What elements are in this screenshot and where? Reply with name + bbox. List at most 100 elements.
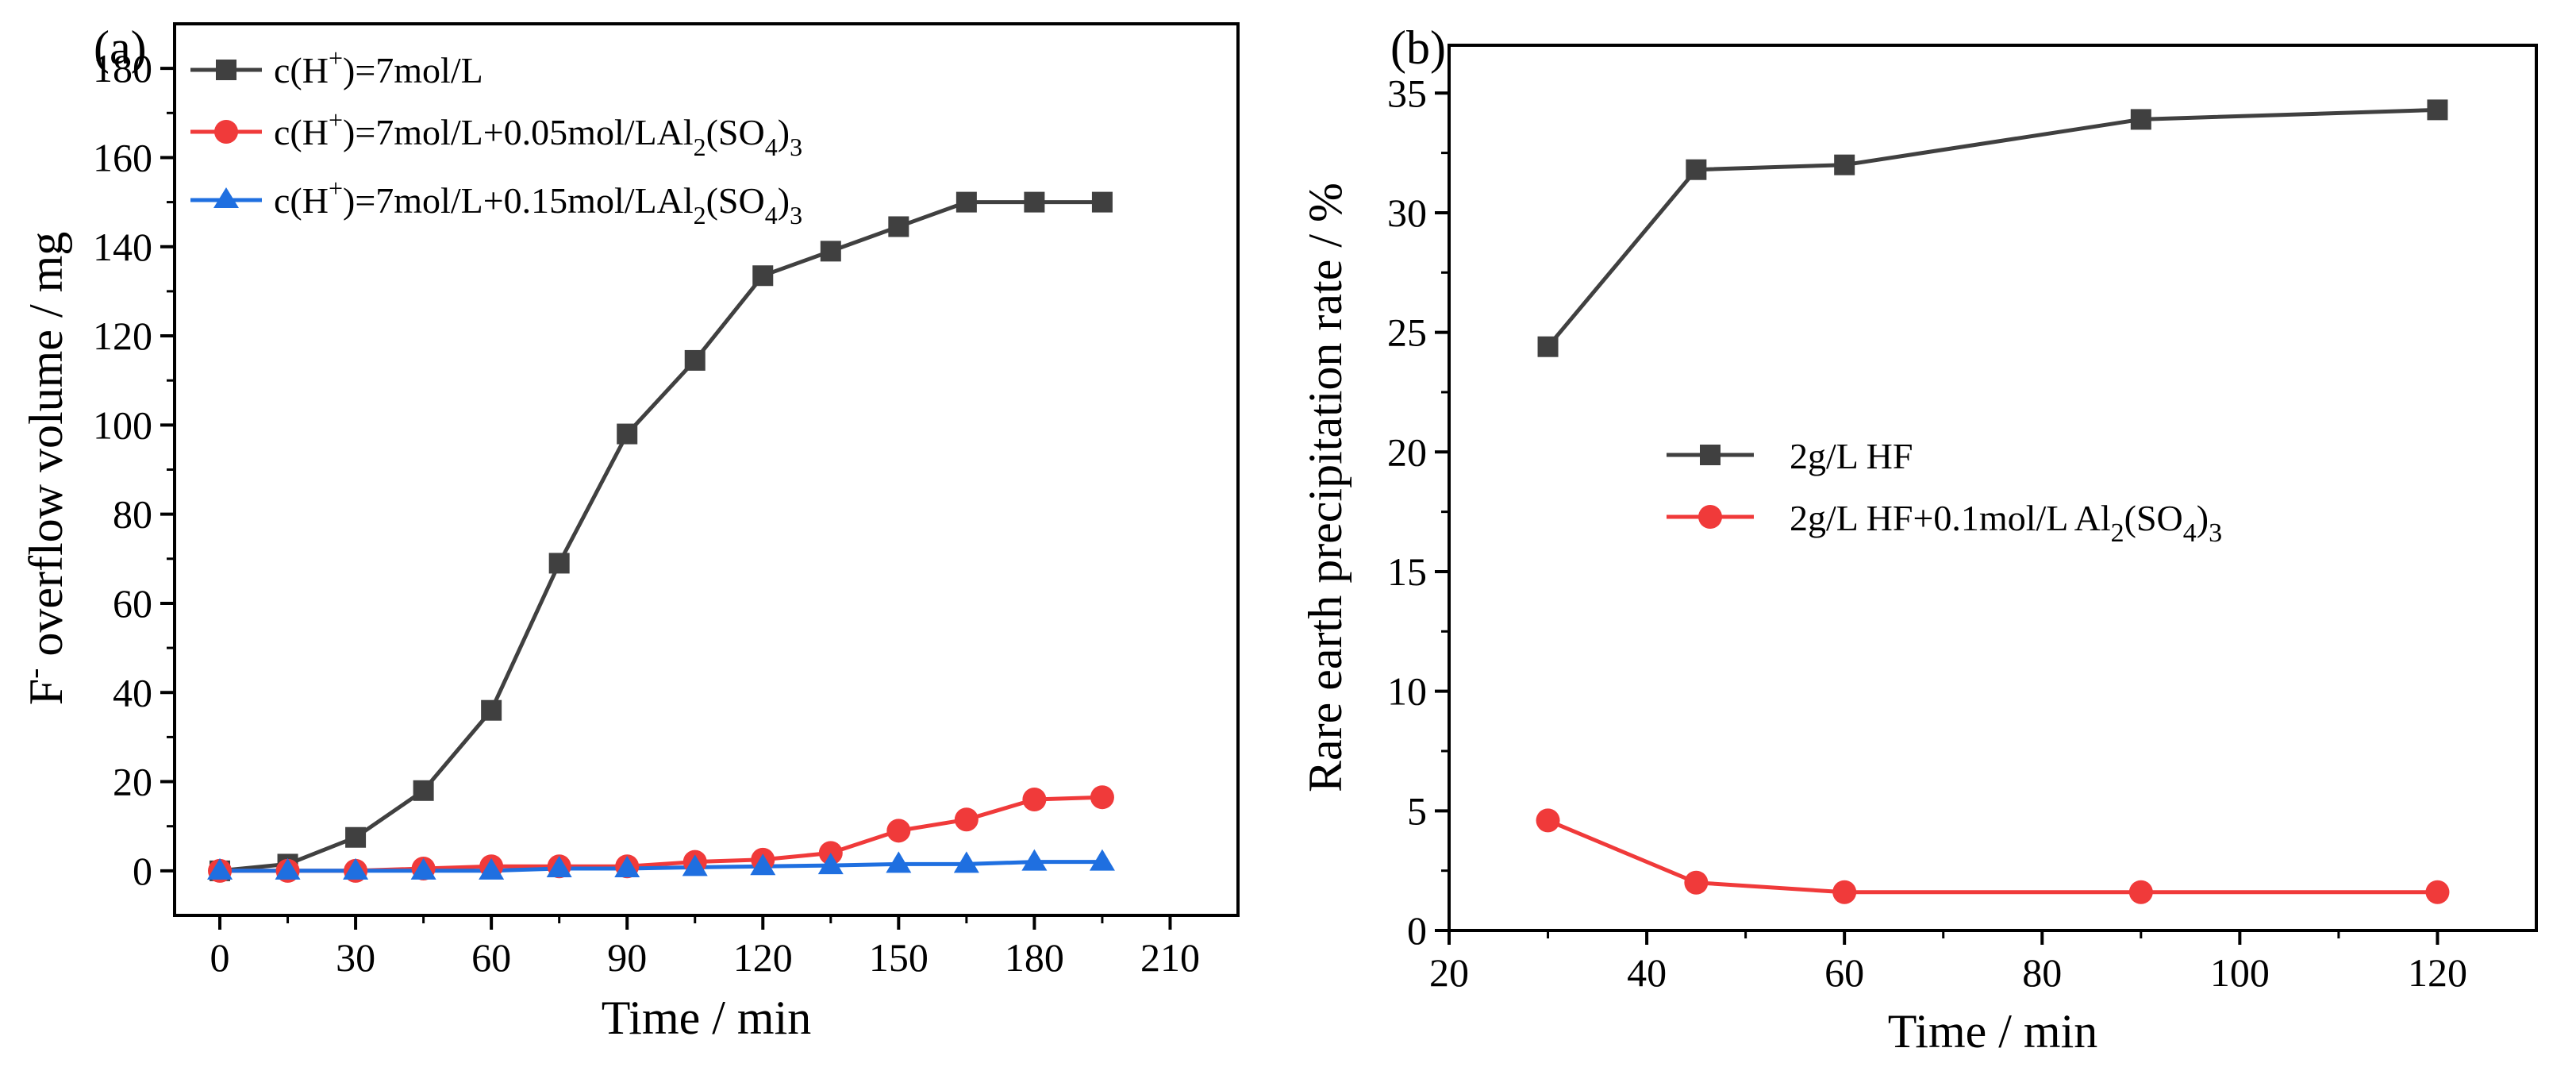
- y-tick-label-a: 40: [113, 670, 152, 715]
- plot-frame-a: [173, 22, 1240, 917]
- x-tick-label-a: 210: [1140, 935, 1200, 980]
- legend-item-a-0: c(H+)=7mol/L: [190, 44, 483, 91]
- data-point-b-0-2: [1834, 154, 1855, 175]
- legend-item-a-1: c(H+)=7mol/L+0.05mol/LAl2(SO4)3: [190, 106, 802, 161]
- y-tick-label-a: 100: [93, 403, 152, 447]
- data-point-a-0-7: [684, 349, 706, 371]
- data-point-a-1-11: [954, 807, 978, 832]
- legend-label-b-0: 2g/L HF: [1790, 436, 1913, 476]
- series-a: [207, 191, 1115, 883]
- data-point-a-2-12: [1021, 849, 1048, 871]
- y-axis-label-a: F- overflow volume / mg: [16, 232, 72, 706]
- data-point-a-0-3: [413, 780, 434, 801]
- y-tick-label-a: 120: [93, 314, 152, 358]
- y-tick-label-a: 60: [113, 581, 152, 626]
- legend-label-a-2: c(H+)=7mol/L+0.15mol/LAl2(SO4)3: [274, 174, 802, 229]
- y-tick-label-b: 5: [1407, 788, 1427, 833]
- data-point-a-2-7: [682, 854, 708, 876]
- series-line-b-0: [1546, 107, 2438, 349]
- panel-label-b: (b): [1390, 21, 1446, 74]
- y-tick-label-b: 20: [1387, 430, 1427, 474]
- data-point-b-1-0: [1536, 808, 1560, 833]
- data-point-a-2-6: [614, 856, 640, 878]
- x-axis-label-a: Time / min: [602, 992, 812, 1044]
- y-axis-label-b: Rare earth precipitation rate / %: [1299, 183, 1351, 792]
- data-point-a-2-1: [275, 857, 301, 880]
- data-point-a-0-12: [1024, 191, 1045, 213]
- series-line-a-0: [219, 200, 1102, 873]
- chart-b: (b) 20 40 60 80 100 120 0 5 10 15 20 25 30 35 2g/L HF…: [1299, 21, 2538, 1058]
- ticks-b: 20 40 60 80 100 120 0 5 10 15 20 25 30 35: [1387, 71, 2467, 995]
- data-point-b-0-0: [1537, 336, 1559, 357]
- plot-frame-b: [1448, 44, 2538, 932]
- legend-item-b-1: 2g/L HF+0.1mol/L Al2(SO4)3: [1667, 498, 2222, 548]
- legend-marker-a-0: [216, 60, 236, 80]
- data-point-a-1-12: [1022, 788, 1047, 812]
- x-tick-label-b: 80: [2022, 950, 2062, 995]
- legend-item-a-2: c(H+)=7mol/L+0.15mol/LAl2(SO4)3: [190, 174, 802, 229]
- x-tick-label-a: 150: [869, 935, 929, 980]
- y-tick-label-b: 30: [1387, 191, 1427, 235]
- data-point-a-1-13: [1090, 785, 1114, 810]
- legend-label-b-1: 2g/L HF+0.1mol/L Al2(SO4)3: [1790, 498, 2222, 548]
- legend-b: 2g/L HF 2g/L HF+0.1mol/L Al2(SO4)3: [1667, 436, 2222, 548]
- legend-a: c(H+)=7mol/L c(H+)=7mol/L+0.05mol/LAl2(S…: [190, 44, 802, 229]
- data-point-a-2-11: [953, 851, 979, 873]
- data-point-a-2-0: [207, 857, 233, 880]
- y-tick-label-a: 160: [93, 135, 152, 179]
- y-tick-label-b: 35: [1387, 71, 1427, 115]
- x-tick-label-a: 0: [210, 935, 230, 980]
- legend-label-a-1: c(H+)=7mol/L+0.05mol/LAl2(SO4)3: [274, 106, 802, 161]
- x-tick-label-b: 40: [1627, 950, 1667, 995]
- x-tick-label-a: 120: [733, 935, 793, 980]
- data-point-a-2-2: [343, 857, 369, 880]
- data-point-b-0-3: [2130, 109, 2151, 130]
- data-point-b-0-4: [2427, 99, 2448, 121]
- x-tick-label-b: 100: [2210, 950, 2270, 995]
- data-point-a-0-5: [548, 553, 570, 574]
- y-tick-label-b: 10: [1387, 669, 1427, 714]
- data-point-a-2-3: [410, 857, 436, 880]
- y-tick-label-b: 0: [1407, 908, 1427, 953]
- data-point-a-0-13: [1091, 191, 1113, 213]
- data-point-a-0-8: [752, 265, 774, 287]
- y-tick-label-b: 25: [1387, 310, 1427, 355]
- y-tick-label-a: 140: [93, 225, 152, 269]
- y-tick-label-a: 0: [133, 849, 152, 893]
- data-point-a-0-9: [820, 241, 841, 262]
- x-tick-label-a: 180: [1005, 935, 1064, 980]
- data-point-b-1-1: [1684, 870, 1709, 895]
- data-point-a-2-9: [817, 853, 844, 875]
- data-point-a-2-10: [886, 851, 912, 873]
- ticks-a: 0 30 60 90 120 150 180 210 0 20 40 60 80 100 120 140 160…: [93, 46, 1200, 980]
- legend-marker-a-2: [213, 187, 239, 208]
- x-tick-label-a: 60: [471, 935, 511, 980]
- legend-marker-b-0: [1700, 445, 1721, 465]
- panel-label-a: (a): [94, 21, 147, 74]
- legend-marker-b-1: [1698, 505, 1722, 529]
- data-point-a-0-2: [345, 826, 367, 848]
- data-point-a-2-8: [750, 853, 776, 876]
- data-point-a-0-10: [888, 216, 909, 237]
- x-tick-label-a: 90: [607, 935, 647, 980]
- chart-a: (a) 0 30 60 90 120 150 180 210 0 20 40 60 80 100 120 14…: [16, 21, 1240, 1044]
- x-tick-label-a: 30: [336, 935, 375, 980]
- x-tick-label-b: 120: [2408, 950, 2467, 995]
- legend-item-b-0: 2g/L HF: [1667, 436, 1913, 476]
- data-point-a-0-11: [955, 191, 977, 213]
- data-point-b-0-1: [1686, 159, 1707, 180]
- y-tick-label-a: 180: [93, 46, 152, 91]
- legend-marker-a-1: [214, 120, 238, 144]
- x-tick-label-b: 20: [1429, 950, 1469, 995]
- x-axis-label-b: Time / min: [1888, 1005, 2098, 1058]
- data-point-a-0-6: [617, 423, 638, 445]
- data-point-b-1-3: [2128, 880, 2153, 904]
- y-tick-label-b: 15: [1387, 549, 1427, 594]
- series-b: [1536, 99, 2450, 904]
- data-point-a-1-10: [886, 819, 911, 843]
- data-point-a-0-4: [481, 699, 502, 721]
- data-point-b-1-4: [2425, 880, 2450, 904]
- data-point-b-1-2: [1832, 880, 1857, 904]
- series-line-b-1: [1547, 819, 2438, 895]
